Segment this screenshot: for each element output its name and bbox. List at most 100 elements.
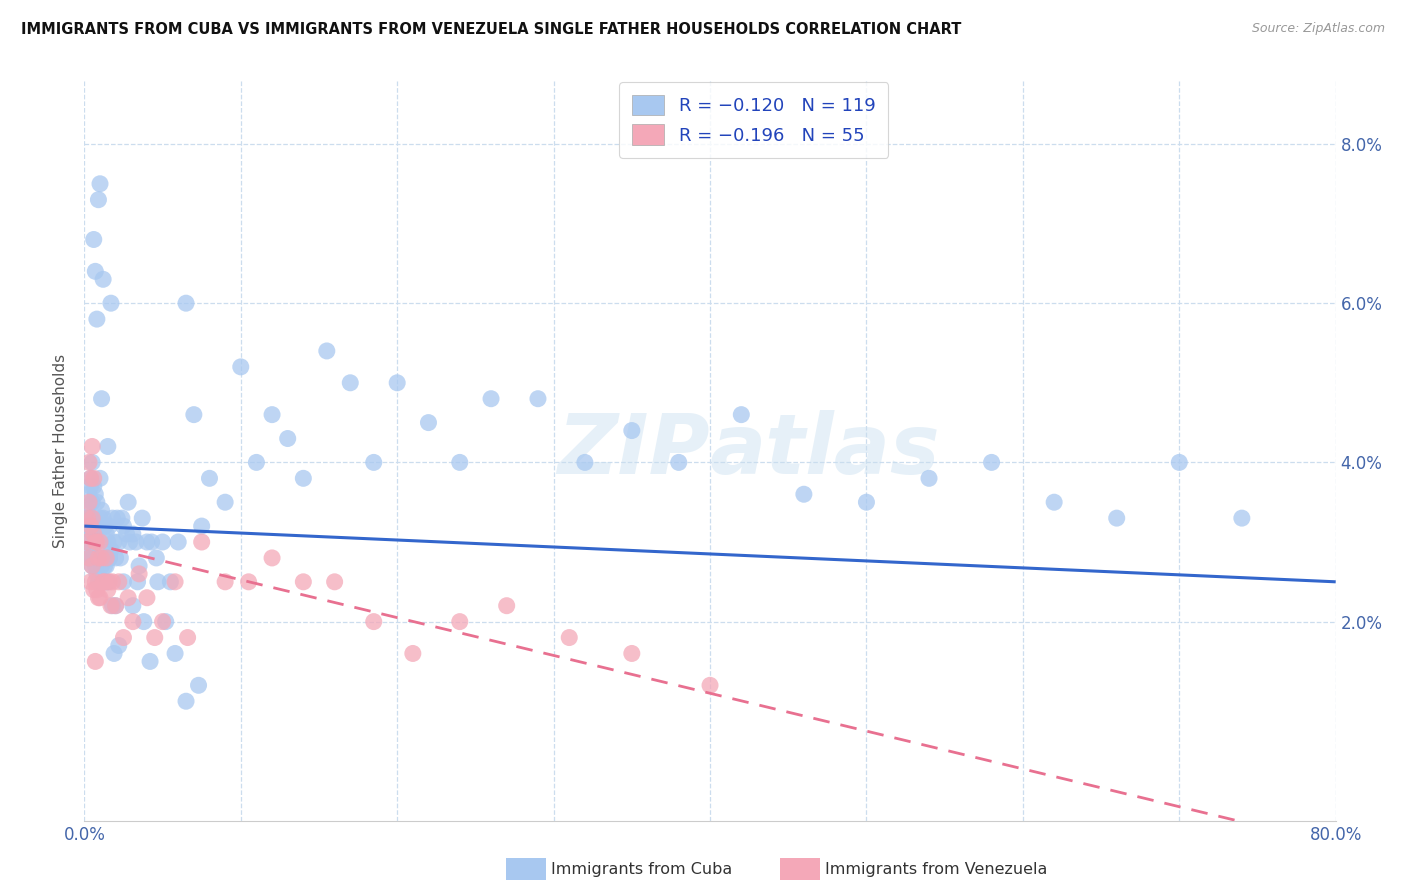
Point xyxy=(143,631,166,645)
Point xyxy=(146,574,169,589)
Point xyxy=(86,535,108,549)
Point xyxy=(730,408,752,422)
Point xyxy=(96,527,118,541)
Point xyxy=(385,376,409,390)
Point xyxy=(76,503,98,517)
Point xyxy=(96,574,118,589)
Point xyxy=(292,574,315,589)
Point xyxy=(79,511,101,525)
Point xyxy=(97,582,120,597)
Point xyxy=(104,599,127,613)
Point xyxy=(190,535,212,549)
Point xyxy=(449,455,471,469)
Point xyxy=(79,479,101,493)
Point xyxy=(117,495,139,509)
Point xyxy=(86,312,108,326)
Text: IMMIGRANTS FROM CUBA VS IMMIGRANTS FROM VENEZUELA SINGLE FATHER HOUSEHOLDS CORRE: IMMIGRANTS FROM CUBA VS IMMIGRANTS FROM … xyxy=(21,22,962,37)
Point xyxy=(79,543,101,558)
Point xyxy=(165,647,187,661)
Point xyxy=(145,550,167,565)
Point xyxy=(315,343,337,358)
Point xyxy=(86,582,108,597)
Point xyxy=(238,574,260,589)
Point xyxy=(141,535,163,549)
Point xyxy=(918,471,941,485)
Point xyxy=(1043,495,1066,509)
Point xyxy=(125,535,148,549)
Point xyxy=(152,615,174,629)
Point xyxy=(479,392,502,406)
Point xyxy=(402,647,425,661)
Point xyxy=(84,558,107,573)
Point xyxy=(84,574,107,589)
Point xyxy=(101,511,124,525)
Point xyxy=(103,647,125,661)
Point xyxy=(1105,511,1128,525)
Point xyxy=(90,558,112,573)
Point xyxy=(323,574,346,589)
Point xyxy=(112,519,135,533)
Point xyxy=(1168,455,1191,469)
Point xyxy=(82,511,104,525)
Point xyxy=(183,408,205,422)
Point xyxy=(77,487,100,501)
Point xyxy=(89,471,111,485)
Point xyxy=(79,471,101,485)
Point xyxy=(93,519,115,533)
Point xyxy=(167,535,190,549)
Point xyxy=(112,631,135,645)
Point xyxy=(77,455,100,469)
Point xyxy=(100,599,122,613)
Point xyxy=(132,615,155,629)
Point xyxy=(82,455,104,469)
Point xyxy=(668,455,690,469)
Point xyxy=(262,550,284,565)
Point xyxy=(793,487,815,501)
Point xyxy=(115,527,138,541)
Point xyxy=(91,511,114,525)
Point xyxy=(127,574,149,589)
Point xyxy=(277,432,299,446)
Point xyxy=(76,535,98,549)
Point xyxy=(87,591,110,605)
Point xyxy=(98,550,121,565)
Point xyxy=(87,550,110,565)
Text: atlas: atlas xyxy=(710,410,941,491)
Point xyxy=(87,574,110,589)
Point xyxy=(82,495,104,509)
Point xyxy=(87,519,110,533)
Point xyxy=(104,599,127,613)
Point xyxy=(79,471,101,485)
Point xyxy=(75,535,97,549)
Point xyxy=(100,543,122,558)
Point xyxy=(190,519,212,533)
Point xyxy=(83,471,105,485)
Point xyxy=(121,615,143,629)
Point xyxy=(75,511,97,525)
Point xyxy=(165,574,187,589)
Point xyxy=(198,471,221,485)
Point xyxy=(96,550,118,565)
Point xyxy=(82,440,104,454)
Point xyxy=(449,615,471,629)
Point xyxy=(139,655,162,669)
Point xyxy=(82,558,104,573)
Point xyxy=(89,535,111,549)
Point xyxy=(84,655,107,669)
Point xyxy=(90,392,112,406)
Point xyxy=(91,550,114,565)
Point xyxy=(89,511,111,525)
Point xyxy=(1230,511,1253,525)
Point xyxy=(111,511,134,525)
Point xyxy=(699,678,721,692)
Point xyxy=(90,503,112,517)
Point xyxy=(98,574,121,589)
Point xyxy=(105,511,128,525)
Point xyxy=(84,264,107,278)
Point xyxy=(82,527,104,541)
Point xyxy=(128,566,150,581)
Point xyxy=(229,359,252,374)
Point xyxy=(152,535,174,549)
Point xyxy=(79,519,101,533)
Point xyxy=(121,599,143,613)
